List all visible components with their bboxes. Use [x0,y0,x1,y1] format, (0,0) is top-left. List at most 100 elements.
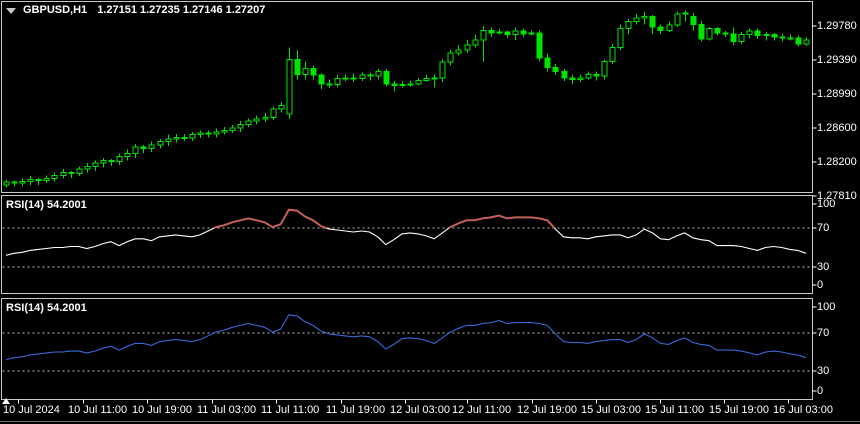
bull-candle-body [165,138,172,143]
bull-candle-body [124,153,131,157]
bear-candle-body [754,30,761,36]
bear-candle-body [690,16,697,25]
bull-candle-body [173,136,180,140]
bull-candle-body [334,78,341,86]
bull-candle-body [496,31,503,34]
bull-candle-body [415,79,422,85]
bull-candle-body [633,17,640,23]
bull-candle-body [84,166,91,170]
bull-candle-body [221,129,228,133]
bull-candle-body [245,120,252,125]
bull-candle-body [666,24,673,31]
bear-candle-body [310,67,317,76]
bear-candle-body [649,16,656,28]
bull-candle-body [342,77,349,80]
bear-candle-body [350,77,357,80]
bull-candle-body [189,134,196,139]
bull-candle-body [76,168,83,175]
rsi-panel-1-frame [1,195,813,294]
bull-candle-body [617,28,624,49]
bull-candle-body [439,61,446,79]
bull-candle-body [472,39,479,46]
bull-candle-body [100,160,107,164]
bear-candle-body [714,28,721,34]
bull-candle-body [706,28,713,40]
bull-candle-body [447,52,454,63]
bear-candle-body [11,181,18,184]
bear-candle-body [771,34,778,38]
bull-candle-body [682,12,689,15]
candlestick-series [3,10,810,188]
bear-candle-body [488,29,495,34]
bull-candle-body [270,108,277,118]
bear-candle-body [569,77,576,81]
bull-candle-body [674,13,681,26]
bull-candle-body [625,21,632,30]
bull-candle-body [528,32,535,35]
bear-candle-body [68,172,75,175]
bull-candle-body [60,172,67,176]
bull-candle-body [237,123,244,129]
time-axis[interactable] [0,400,860,424]
bear-candle-body [657,26,664,31]
bull-candle-body [609,47,616,62]
bull-candle-body [601,60,608,77]
bear-candle-body [520,30,527,35]
bear-candle-body [561,71,568,79]
bull-candle-body [375,71,382,77]
rsi-panel-2-label: RSI(14) 54.2001 [6,302,87,314]
chart-title: GBPUSD,H1 1.27151 1.27235 1.27146 1.2720… [6,4,265,17]
bull-candle-body [302,67,309,75]
bear-candle-body [504,31,511,36]
bull-candle-body [157,141,164,146]
bull-candle-body [229,127,236,131]
bull-candle-body [803,39,810,45]
bull-candle-body [116,155,123,162]
chart-ohlc-values: 1.27151 1.27235 1.27146 1.27207 [97,4,266,16]
bull-candle-body [738,34,745,43]
bear-candle-body [383,71,390,85]
bear-candle-body [294,59,301,75]
bull-candle-body [27,179,34,182]
bull-candle-body [464,44,471,51]
bull-candle-body [787,37,794,40]
bull-candle-body [359,74,366,80]
bear-candle-body [108,160,115,163]
bull-candle-body [19,180,26,184]
bull-candle-body [423,78,430,81]
bull-candle-body [262,116,269,120]
price-axis[interactable] [813,0,860,400]
bear-candle-body [730,33,737,43]
bull-candle-body [3,181,10,186]
bear-candle-body [35,179,42,182]
bull-candle-body [746,30,753,36]
rsi-panel-2-frame [1,298,813,400]
bull-candle-body [407,83,414,86]
bull-candle-body [455,49,462,54]
bear-candle-body [391,83,398,87]
bear-candle-body [779,36,786,39]
bear-candle-body [181,136,188,139]
bear-candle-body [722,32,729,35]
bull-candle-body [399,84,406,87]
bull-candle-body [148,144,155,150]
bear-candle-body [795,37,802,45]
bear-candle-body [552,66,559,73]
bear-candle-body [205,132,212,135]
bear-candle-body [698,23,705,40]
bull-candle-body [278,104,285,110]
bear-candle-body [140,146,147,150]
bull-candle-body [431,77,438,80]
bear-candle-body [367,74,374,77]
bear-candle-body [536,32,543,59]
bull-candle-body [92,162,99,168]
bull-candle-body [51,174,58,180]
chart-dropdown-icon[interactable] [6,7,16,14]
chart-symbol-period: GBPUSD,H1 [23,4,88,16]
bear-candle-body [326,83,333,86]
rsi-line [5,314,807,361]
main-chart-panel-frame [1,1,813,193]
bear-candle-body [544,57,551,68]
